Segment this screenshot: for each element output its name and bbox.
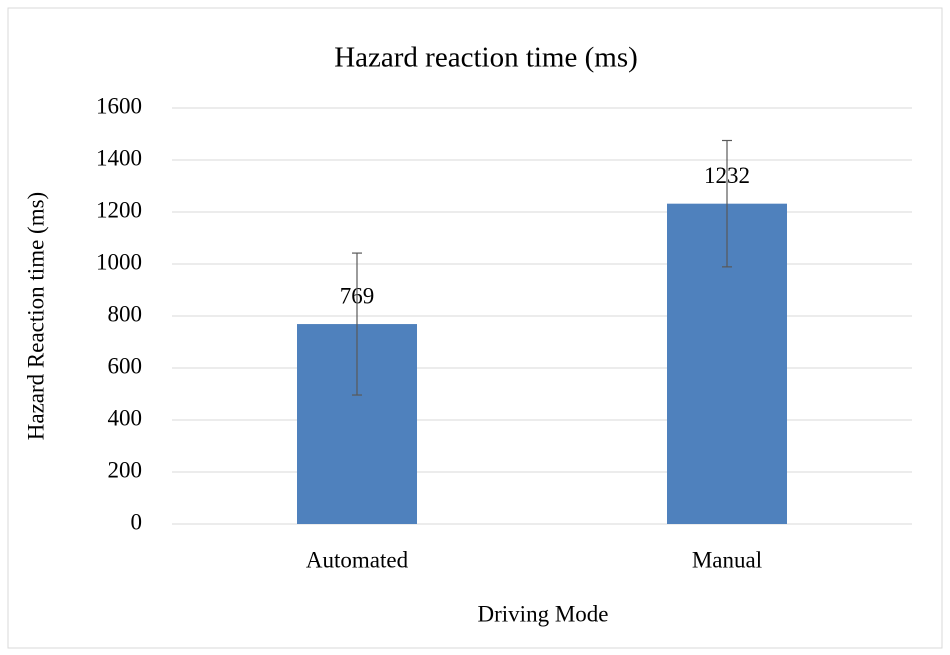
y-tick-label: 0: [131, 509, 143, 534]
x-tick-label: Automated: [306, 547, 409, 572]
y-tick-label: 800: [108, 301, 143, 326]
x-axis-label: Driving Mode: [478, 601, 609, 626]
y-tick-label: 1200: [96, 197, 142, 222]
chart-border: [7, 7, 943, 649]
x-tick-label: Manual: [692, 547, 762, 572]
y-tick-label: 600: [108, 353, 143, 378]
y-tick-label: 1000: [96, 249, 142, 274]
y-tick-label: 400: [108, 405, 143, 430]
y-tick-label: 1400: [96, 145, 142, 170]
y-axis-label: Hazard Reaction time (ms): [23, 192, 48, 440]
y-tick-label: 200: [108, 457, 143, 482]
chart-title: Hazard reaction time (ms): [334, 42, 638, 74]
y-tick-label: 1600: [96, 93, 142, 118]
